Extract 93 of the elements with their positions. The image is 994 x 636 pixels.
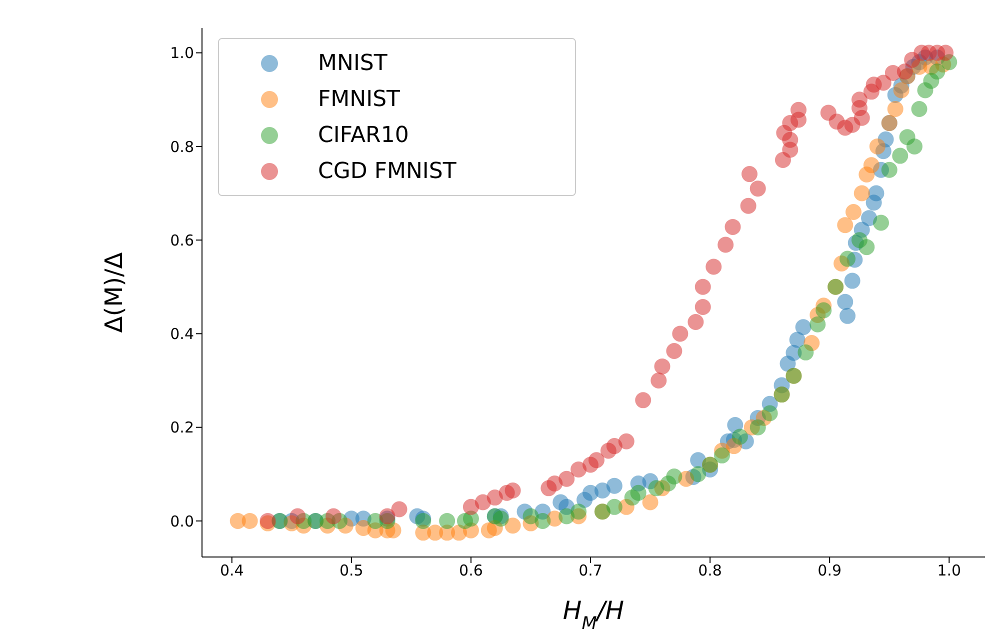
point bbox=[474, 494, 491, 510]
point bbox=[929, 64, 946, 80]
point bbox=[868, 185, 884, 202]
x-tick-label: 0.8 bbox=[698, 562, 722, 580]
point bbox=[606, 438, 622, 454]
point bbox=[714, 447, 730, 464]
point bbox=[732, 428, 748, 445]
point bbox=[690, 466, 706, 482]
point bbox=[861, 210, 878, 226]
x-tick-label: 0.5 bbox=[340, 562, 364, 580]
point bbox=[893, 82, 910, 98]
point bbox=[504, 518, 521, 534]
point bbox=[854, 185, 870, 202]
point bbox=[642, 494, 658, 510]
point bbox=[887, 100, 904, 117]
point bbox=[875, 74, 892, 91]
point bbox=[798, 344, 814, 360]
point bbox=[816, 302, 832, 318]
point bbox=[724, 218, 741, 235]
x-tick-label: 0.4 bbox=[220, 562, 244, 580]
x-tick-label: 0.7 bbox=[578, 562, 602, 580]
point bbox=[570, 504, 587, 520]
y-tick-label: 0.6 bbox=[170, 231, 194, 250]
point bbox=[654, 358, 670, 374]
point bbox=[906, 138, 922, 154]
point bbox=[391, 501, 408, 518]
y-tick-label: 0.4 bbox=[170, 325, 194, 344]
point bbox=[790, 102, 807, 118]
legend-label: FMNIST bbox=[318, 86, 400, 112]
point bbox=[534, 512, 551, 529]
point bbox=[635, 392, 652, 408]
point bbox=[630, 484, 646, 501]
point bbox=[694, 299, 711, 316]
point bbox=[650, 372, 667, 389]
point bbox=[844, 272, 860, 289]
point bbox=[570, 461, 587, 478]
point bbox=[837, 294, 854, 310]
y-tick-label: 1.0 bbox=[170, 44, 194, 62]
point bbox=[896, 64, 913, 80]
point bbox=[938, 44, 954, 61]
point bbox=[242, 512, 258, 529]
point bbox=[863, 157, 880, 174]
point bbox=[648, 480, 664, 496]
point bbox=[462, 498, 479, 515]
point bbox=[594, 482, 610, 499]
point bbox=[439, 512, 456, 529]
point bbox=[846, 204, 862, 220]
point bbox=[795, 319, 812, 336]
point bbox=[706, 258, 722, 275]
point bbox=[558, 470, 575, 487]
point bbox=[588, 452, 604, 468]
point bbox=[851, 92, 868, 108]
point bbox=[290, 508, 306, 524]
point bbox=[606, 478, 622, 494]
point bbox=[718, 236, 734, 253]
legend-label: CGD FMNIST bbox=[318, 158, 456, 184]
x-tick-label: 1.0 bbox=[937, 562, 962, 580]
legend-label: CIFAR10 bbox=[318, 122, 409, 148]
point bbox=[892, 148, 908, 164]
point bbox=[789, 332, 806, 348]
point bbox=[837, 217, 854, 234]
x-axis-title: H$_{M}$/H bbox=[562, 596, 624, 634]
legend-label: MNIST bbox=[318, 50, 388, 76]
y-tick-label: 0.8 bbox=[170, 138, 194, 156]
y-tick-label: 0.0 bbox=[170, 512, 194, 530]
point bbox=[873, 214, 889, 231]
point bbox=[869, 138, 886, 154]
point bbox=[742, 166, 758, 182]
point bbox=[750, 180, 766, 197]
point bbox=[810, 316, 826, 332]
point bbox=[325, 508, 342, 524]
point bbox=[688, 314, 704, 330]
point bbox=[618, 433, 634, 450]
point bbox=[672, 326, 688, 342]
point bbox=[840, 308, 856, 324]
y-axis-title: Δ(M)/Δ bbox=[100, 252, 128, 333]
point bbox=[762, 405, 778, 422]
point bbox=[840, 250, 856, 267]
point bbox=[606, 498, 622, 515]
y-tick-label: 0.2 bbox=[170, 418, 194, 437]
point bbox=[666, 343, 682, 360]
point bbox=[750, 419, 766, 436]
point bbox=[666, 468, 682, 484]
x-tick-label: 0.9 bbox=[818, 562, 842, 580]
point bbox=[911, 100, 928, 117]
point bbox=[694, 278, 711, 295]
point bbox=[740, 198, 756, 214]
point bbox=[858, 239, 875, 256]
point bbox=[486, 490, 503, 506]
point bbox=[546, 476, 563, 492]
x-tick-label: 0.6 bbox=[459, 562, 483, 580]
point bbox=[504, 482, 521, 499]
point bbox=[881, 162, 898, 178]
